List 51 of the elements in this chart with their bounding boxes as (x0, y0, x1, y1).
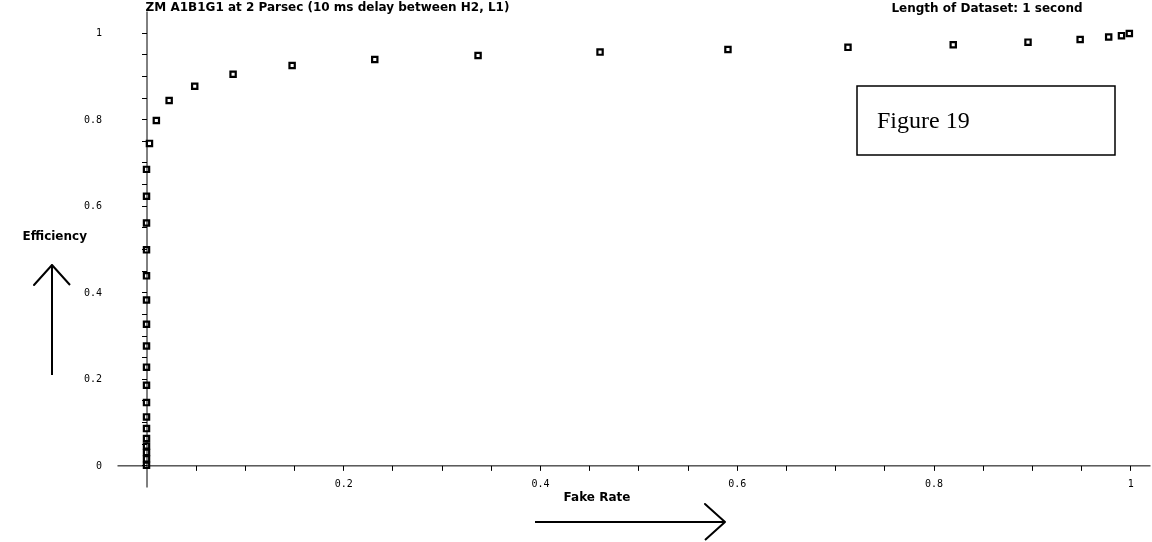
point (474, 51, 482, 60)
point (142, 434, 151, 443)
y-tick-label: 0.8 (83, 113, 103, 125)
point (724, 45, 732, 54)
point (1104, 33, 1113, 41)
point (371, 55, 379, 64)
x-tick-label: 0.8 (925, 477, 944, 489)
point (142, 272, 151, 280)
point (190, 82, 199, 91)
y-axis-title: Efficiency (22, 229, 88, 243)
point (229, 70, 237, 78)
y-tick-label: 0 (95, 459, 103, 471)
chart-title: ZM A1B1G1 at 2 Parsec (10 ms delay between H2, L1) (145, 0, 510, 14)
x-axis-title: Fake Rate (563, 490, 631, 504)
point (596, 48, 604, 56)
point (844, 43, 852, 52)
point (142, 424, 151, 433)
point (142, 448, 151, 457)
point (152, 116, 161, 125)
point (1125, 29, 1134, 38)
x-tick-label: 1 (1127, 477, 1134, 489)
point (142, 381, 151, 390)
point (142, 413, 151, 421)
point (142, 442, 151, 450)
point (1117, 31, 1126, 40)
point (1024, 38, 1032, 46)
point (145, 139, 154, 148)
point (142, 246, 151, 254)
y-tick-label: 0.6 (83, 200, 103, 212)
x-tick-label: 0.2 (334, 477, 353, 489)
point (142, 219, 151, 227)
point (142, 363, 151, 371)
point (142, 165, 151, 174)
point (165, 96, 173, 105)
point (142, 455, 151, 463)
point (142, 296, 151, 304)
point (949, 41, 957, 49)
point (142, 192, 151, 200)
annotation: Figure 19 (877, 107, 970, 133)
x-tick-label: 0.4 (531, 477, 550, 489)
y-tick-label: 1 (95, 27, 103, 39)
point (288, 61, 296, 70)
point (142, 461, 151, 470)
annotation: Length of Dataset: 1 second (891, 1, 1083, 15)
point (142, 342, 151, 350)
point (142, 398, 151, 407)
y-tick-label: 0.4 (83, 286, 103, 298)
x-tick-label: 0.6 (728, 477, 747, 489)
point (1076, 35, 1084, 44)
y-tick-label: 0.2 (83, 373, 103, 385)
point (142, 320, 151, 329)
